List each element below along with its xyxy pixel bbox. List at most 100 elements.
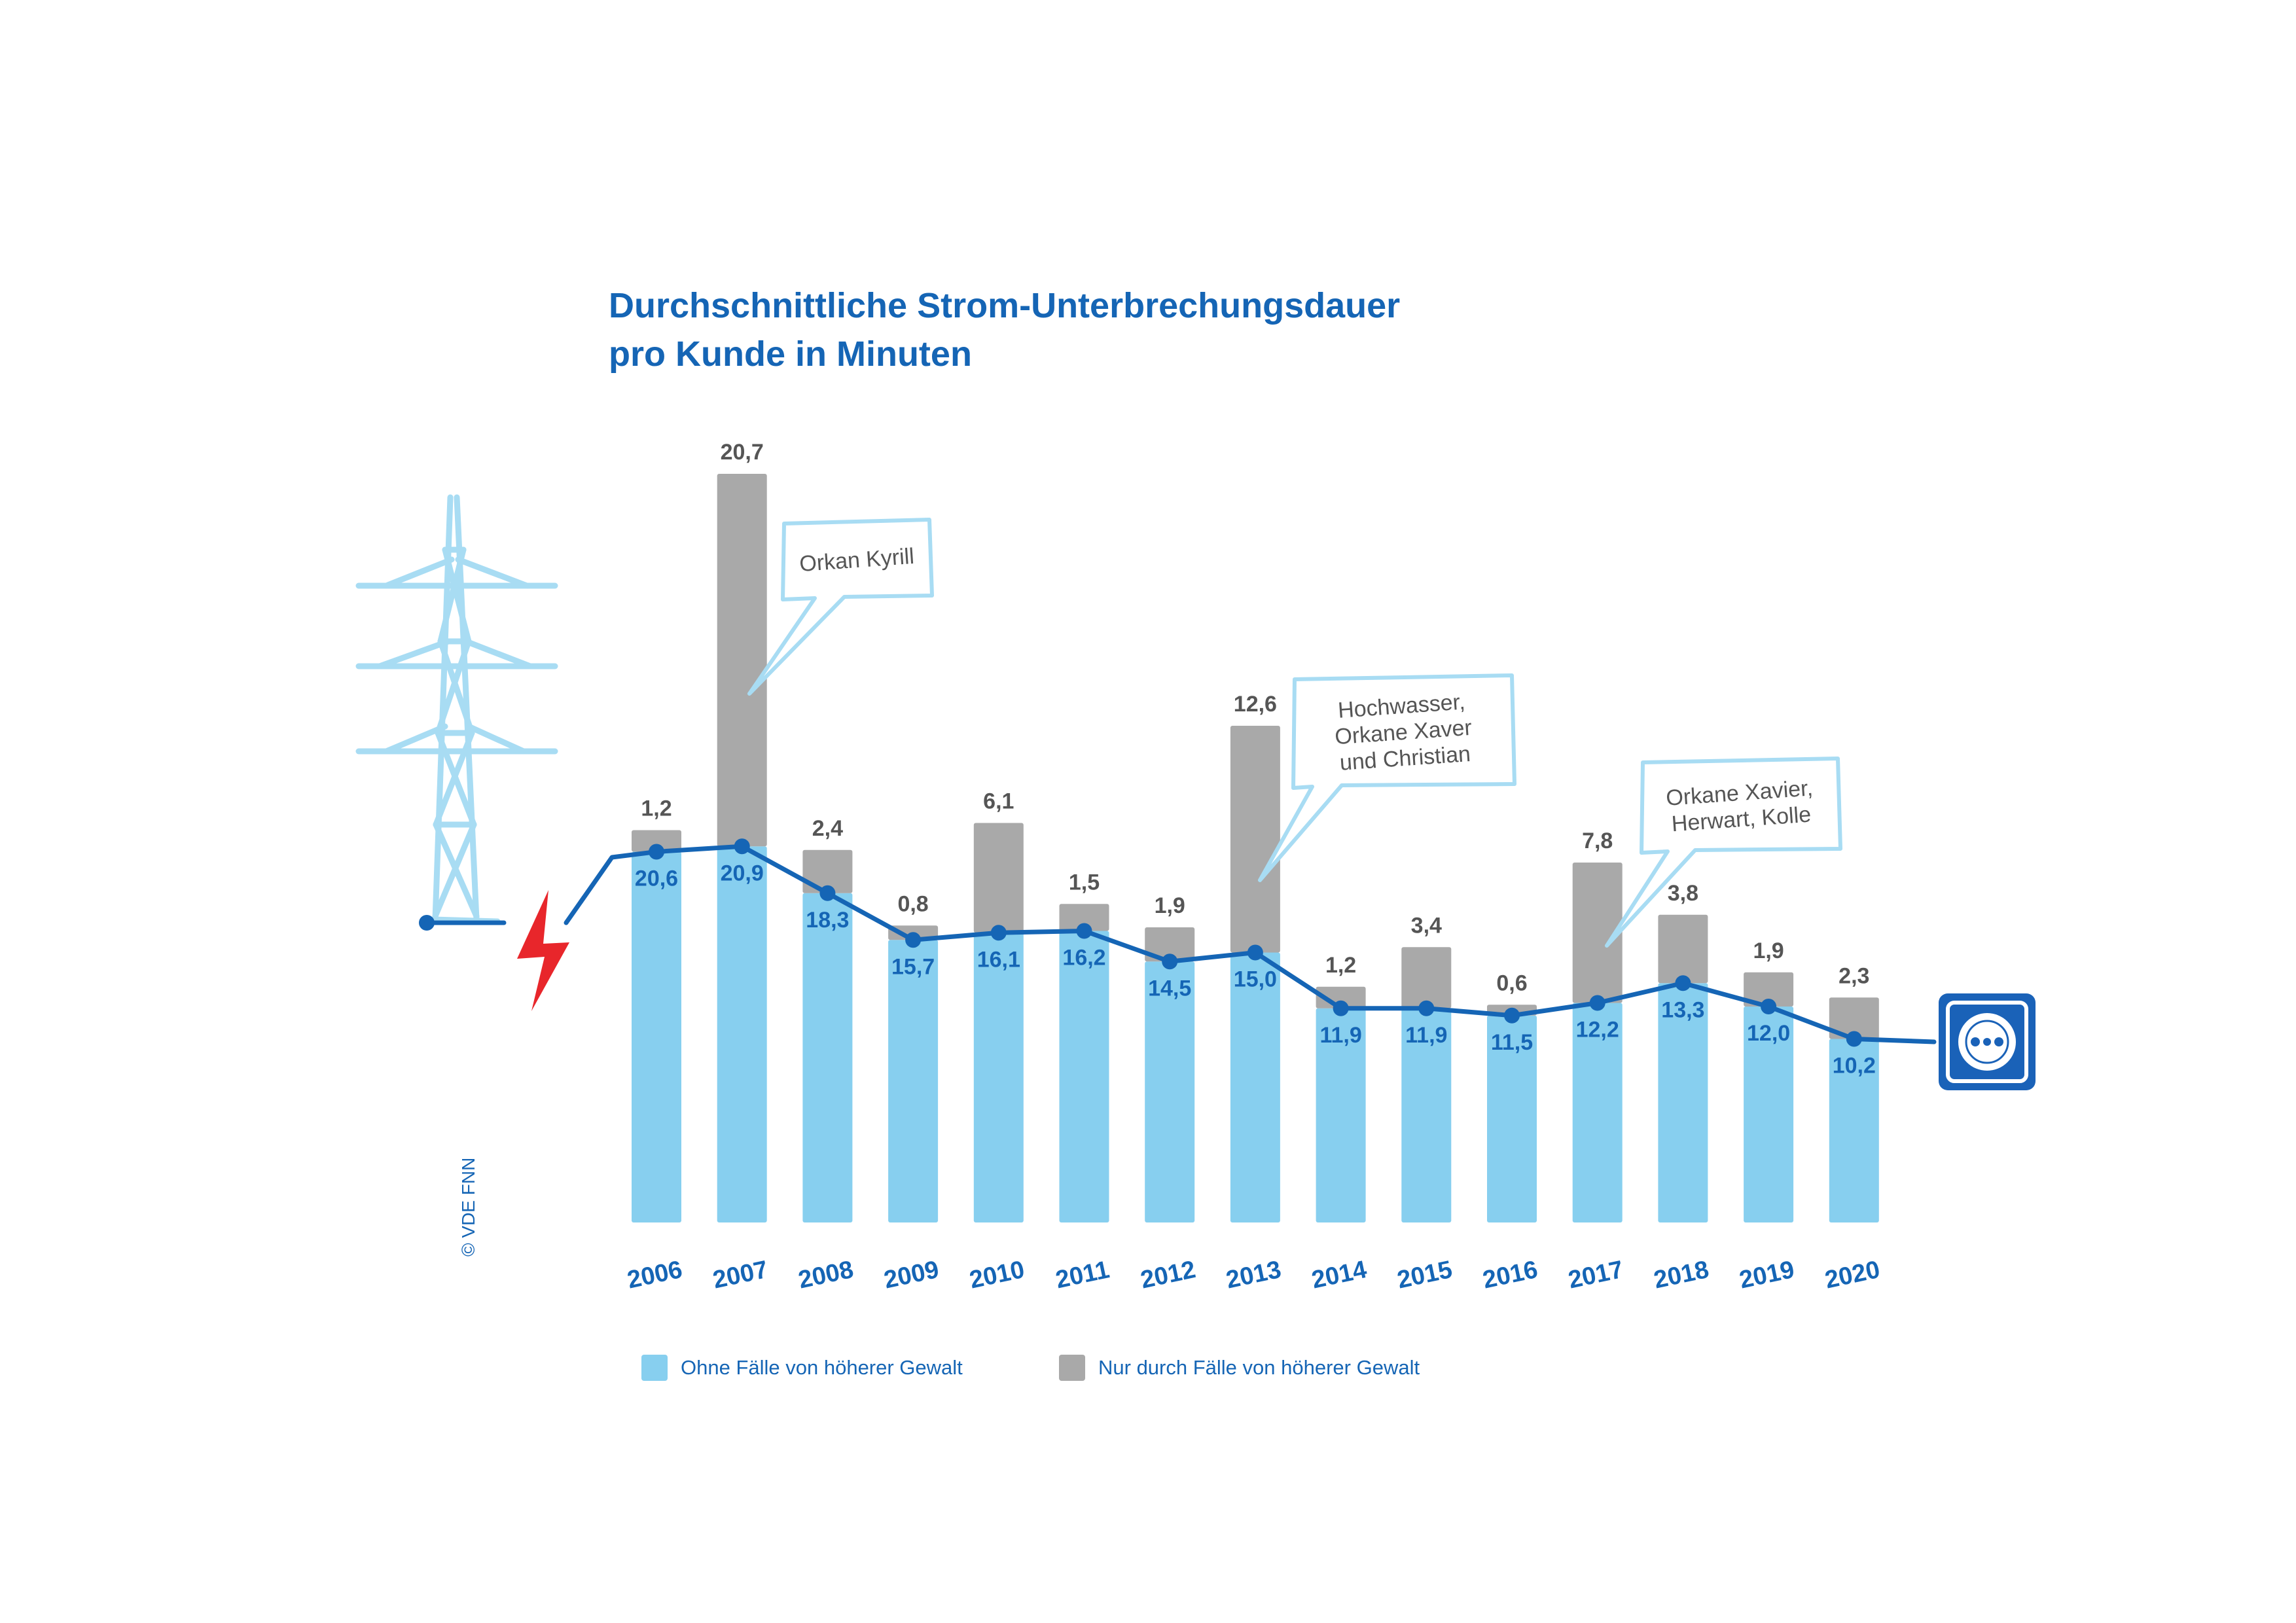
chart-title-line-1: Durchschnittliche Strom-Unterbrechungsda… [609,286,1401,325]
bar-extra-2012 [1145,927,1195,962]
year-label-2012: 2012 [1138,1256,1198,1294]
year-label-2011: 2011 [1053,1256,1111,1294]
legend-label-extra: Nur durch Fälle von höherer Gewalt [1098,1356,1420,1379]
label-base-2018: 13,3 [1661,997,1704,1022]
year-label-2019: 2019 [1737,1256,1797,1294]
callout-2007: Orkan Kyrill [747,518,934,696]
legend-item-extra: Nur durch Fälle von höherer Gewalt [1059,1353,1420,1382]
label-extra-2016: 0,6 [1496,971,1527,995]
trend-point-2010 [990,925,1007,941]
power-pylon-icon [355,494,558,931]
chart-title: Durchschnittliche Strom-Unterbrechungsda… [609,281,1400,378]
year-label-2013: 2013 [1224,1256,1283,1294]
trend-point-2013 [1247,944,1263,961]
label-base-2014: 11,9 [1319,1023,1361,1048]
label-extra-2010: 6,1 [983,789,1014,814]
trend-line-group [564,838,1937,1047]
socket-pin-left [1971,1037,1980,1046]
year-label-2020: 2020 [1823,1256,1882,1294]
bar-extra-2017 [1572,863,1623,1003]
label-base-2012: 14,5 [1148,976,1191,1001]
trend-point-2014 [1333,1000,1349,1016]
bar-extra-2013 [1230,726,1280,953]
label-base-2017: 12,2 [1576,1018,1619,1043]
trend-point-2007 [734,838,750,855]
label-extra-2020: 2,3 [1839,963,1869,988]
trend-point-2008 [819,885,836,901]
label-extra-2008: 2,4 [812,816,843,841]
bar-base-2016 [1487,1015,1537,1222]
label-extra-2011: 1,5 [1069,870,1100,895]
year-label-2006: 2006 [625,1256,685,1294]
year-label-2018: 2018 [1651,1256,1711,1294]
trend-point-2017 [1589,995,1605,1011]
label-base-2019: 12,0 [1747,1021,1790,1046]
bar-base-2020 [1829,1039,1879,1222]
label-extra-2015: 3,4 [1411,913,1442,938]
chart-title-line-2: pro Kunde in Minuten [609,334,972,374]
callout-2017: Orkane Xavier,Herwart, Kolle [1605,757,1842,948]
trend-point-2018 [1675,975,1691,991]
bar-extra-2008 [802,849,853,893]
year-label-2014: 2014 [1309,1256,1369,1294]
label-base-2010: 16,1 [977,947,1020,972]
bar-base-2014 [1316,1008,1366,1222]
label-base-2016: 11,5 [1491,1030,1533,1055]
label-base-2007: 20,9 [721,861,764,885]
trend-point-2006 [649,844,664,860]
label-extra-2017: 7,8 [1582,829,1613,853]
bar-extra-2011 [1059,904,1109,931]
bar-base-2010 [973,933,1024,1222]
label-extra-2012: 1,9 [1155,893,1185,918]
label-extra-2018: 3,8 [1668,881,1698,906]
callout-bubble-2007 [747,518,934,696]
year-label-2016: 2016 [1480,1256,1540,1294]
socket-ground [1983,1038,1991,1046]
power-socket-icon [1939,993,2036,1090]
callout-bubble-2017 [1605,757,1842,948]
trend-point-2019 [1761,999,1777,1014]
label-extra-2013: 12,6 [1234,692,1277,717]
trend-point-2012 [1162,954,1178,970]
bar-base-2018 [1658,983,1708,1222]
bar-base-2006 [632,851,681,1222]
label-base-2006: 20,6 [635,866,678,891]
socket-inner-frame [1946,1001,2028,1083]
socket-ring [1965,1020,2009,1064]
legend-swatch-extra [1059,1355,1085,1381]
bar-base-2011 [1059,931,1109,1222]
label-extra-2006: 1,2 [641,796,672,821]
label-extra-2019: 1,9 [1753,938,1784,963]
year-label-2017: 2017 [1566,1256,1625,1294]
bar-extra-2015 [1401,947,1452,1008]
label-extra-2014: 1,2 [1325,953,1356,978]
bar-extra-2006 [632,830,681,852]
callout-bubble-2013 [1258,673,1516,882]
label-base-2009: 15,7 [891,954,935,979]
year-label-2015: 2015 [1395,1256,1454,1294]
lightning-bolt-icon [517,890,569,1011]
label-base-2020: 10,2 [1833,1054,1876,1079]
socket-pin-right [1994,1037,2003,1046]
x-axis-tick-labels: 2006 2007 2008 2009 2010 2011 2012 2013 2014 2015… [625,1256,1882,1294]
label-extra-2007: 20,7 [721,440,764,465]
bar-extra-2007 [717,474,767,847]
trend-line [564,844,1937,1044]
bar-base-2015 [1401,1008,1452,1222]
bar-extra-2019 [1744,972,1794,1007]
bar-extra-2010 [973,823,1024,933]
bar-base-2008 [802,893,853,1222]
label-group: 1,2 20,6 20,7 20,9 2,4 18,3 0,8 15,7 6,1 16,1 1,5 1… [635,440,1876,1079]
year-label-2007: 2007 [710,1256,770,1294]
trend-point-2015 [1418,1000,1435,1016]
label-base-2013: 15,0 [1234,967,1277,992]
bar-base-2013 [1230,952,1280,1222]
trend-point-2009 [905,932,922,948]
bar-base-2017 [1572,1003,1623,1222]
trend-point-2020 [1846,1031,1862,1047]
lightning-bolt-shape [517,890,569,1011]
bar-base-2009 [888,940,939,1222]
